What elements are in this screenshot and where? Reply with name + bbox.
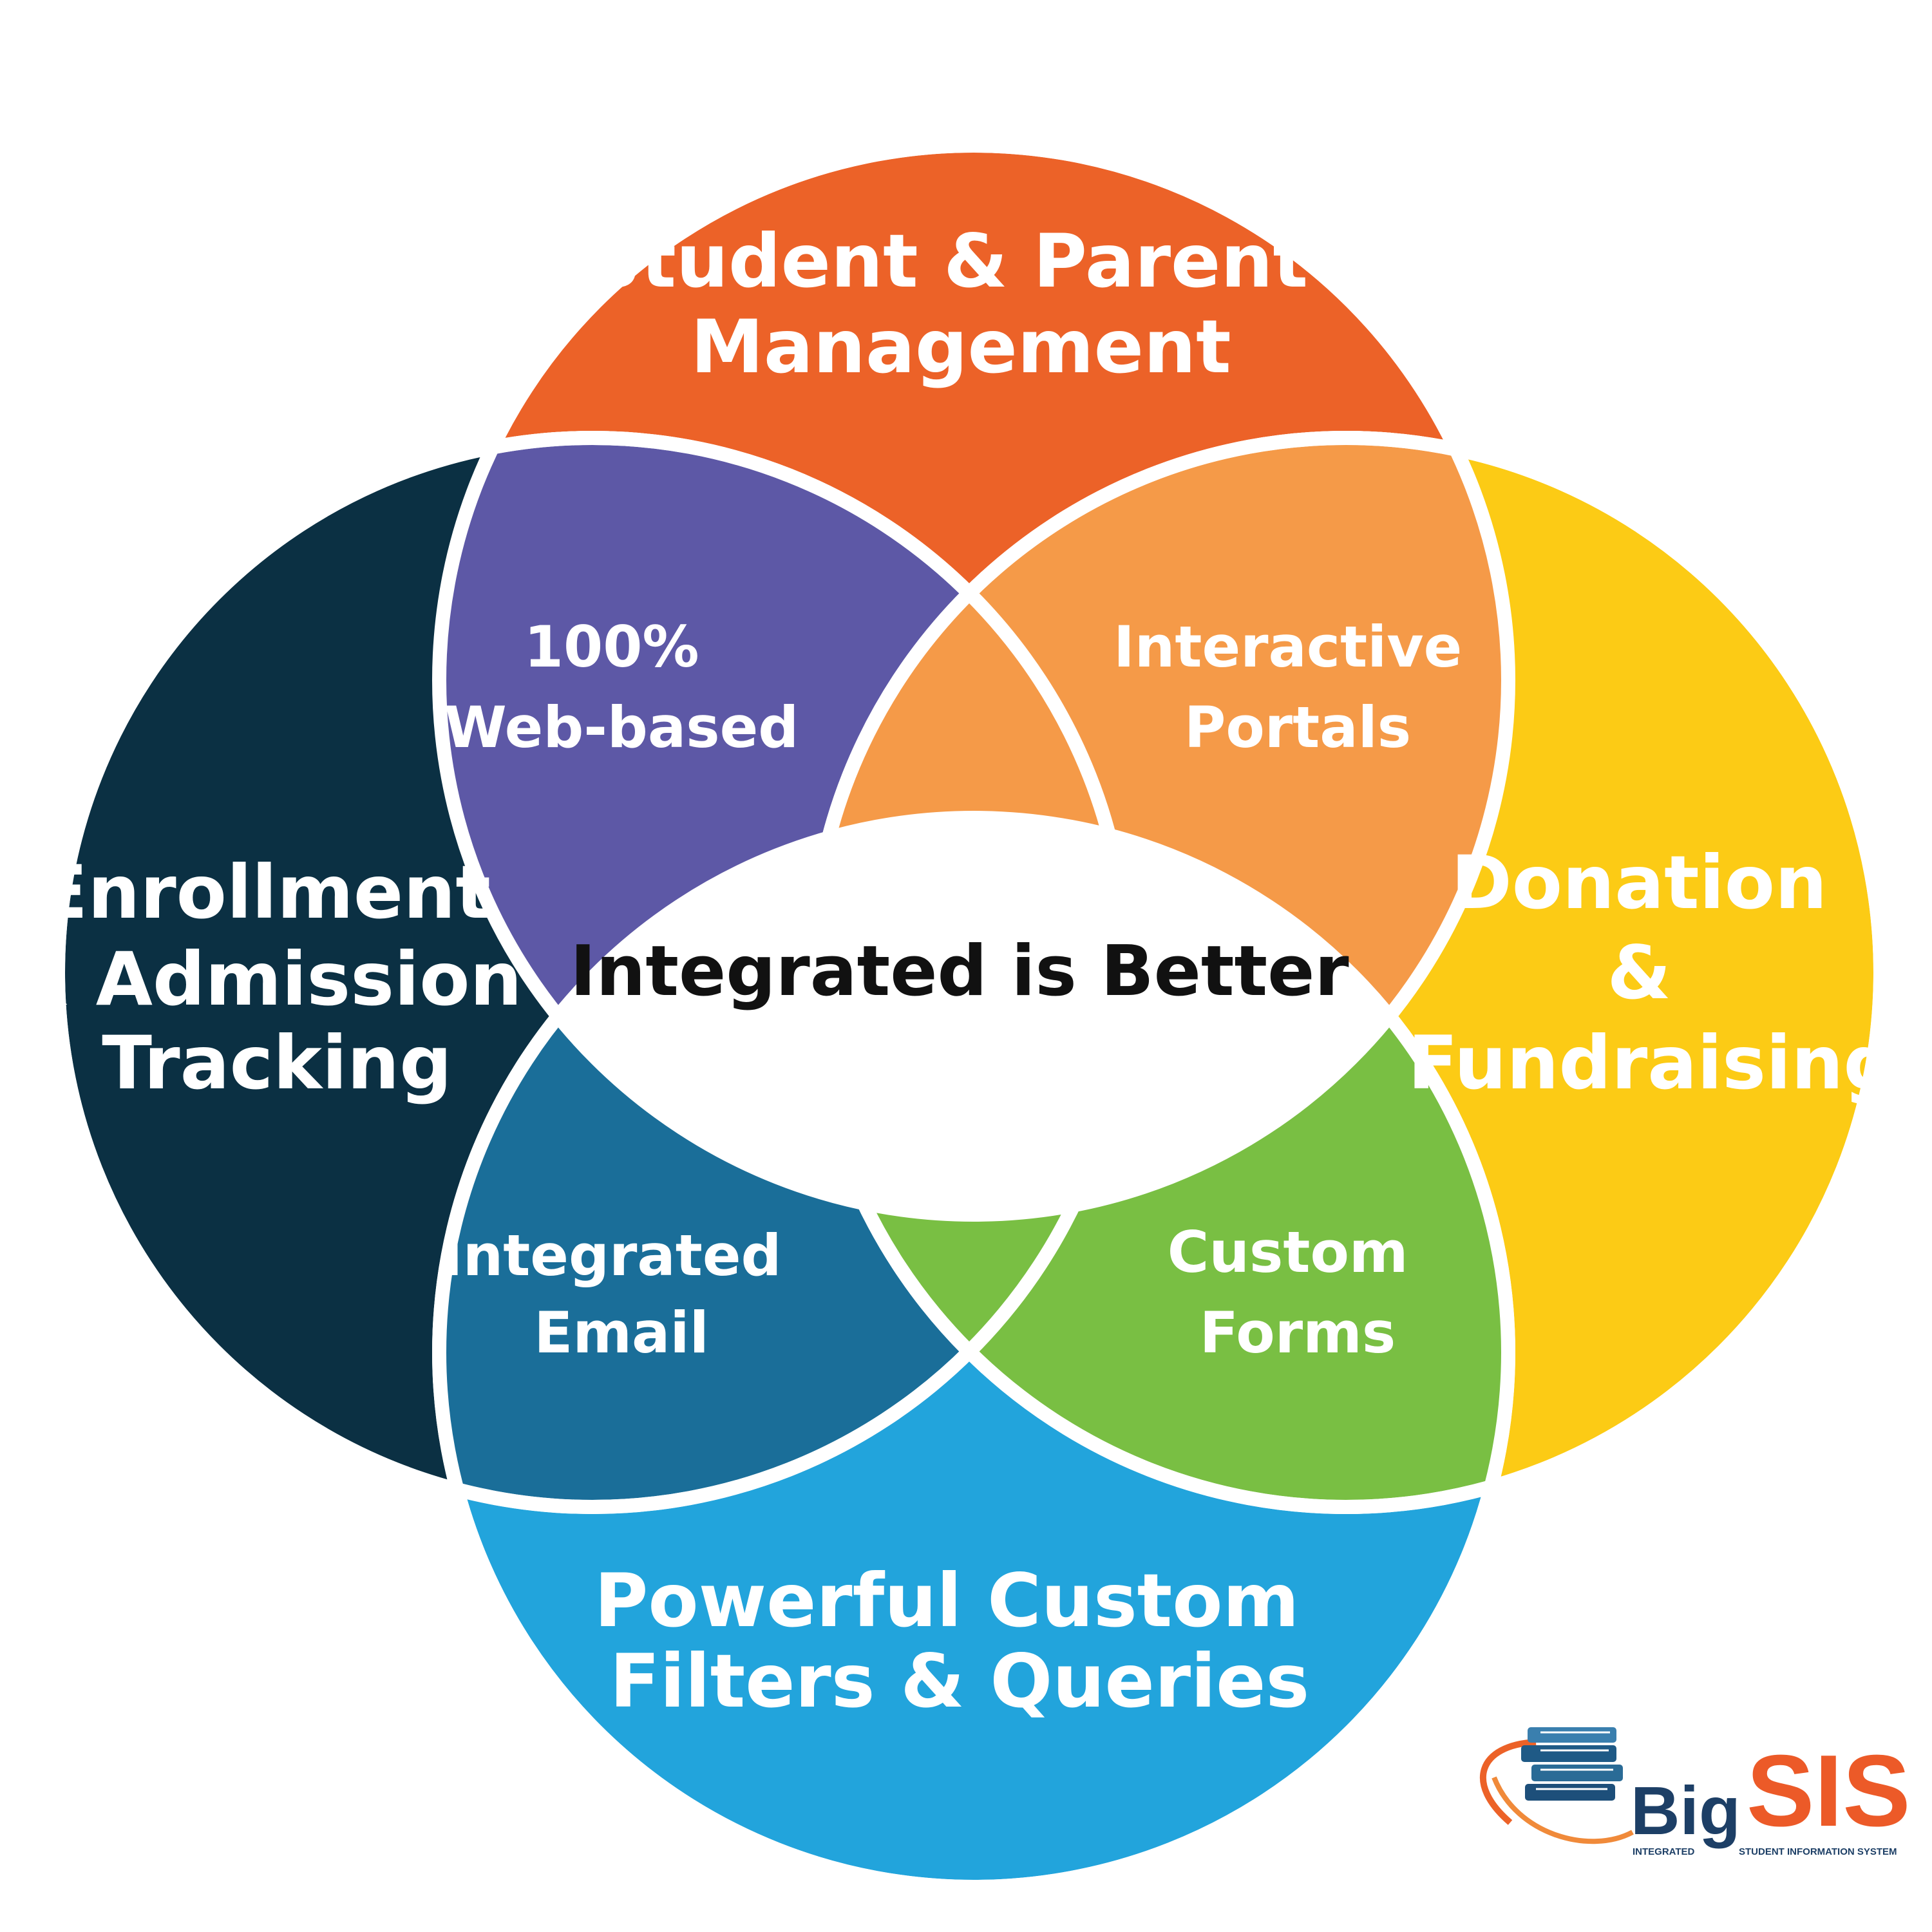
center-region: [439, 818, 1508, 1215]
overlap-bottom-right-label: Custom Forms: [1168, 1219, 1428, 1366]
overlap-top-left-label: 100% Web-based: [444, 614, 799, 761]
circle-bottom-label: Powerful Custom Filters & Queries: [594, 1558, 1325, 1724]
logo-tagline-left: INTEGRATED: [1633, 1846, 1695, 1857]
books-orbit-icon: [1480, 1727, 1634, 1844]
overlap-bottom-left-label: Integrated Email: [442, 1222, 801, 1366]
logo-name-part1: Big: [1631, 1773, 1741, 1849]
overlap-top-right-label: Interactive Portals: [1113, 614, 1482, 761]
circle-top-label: Student & Parent Management: [588, 218, 1333, 390]
logo-tagline-right: STUDENT INFORMATION SYSTEM: [1739, 1846, 1897, 1857]
circle-left-label: Enrollment & Admission Tracking: [6, 849, 548, 1106]
center-title: Integrated is Better: [570, 931, 1349, 1012]
circle-right-label: Donation & Fundraising: [1408, 840, 1896, 1106]
logo-name-part2: SIS: [1747, 1734, 1911, 1848]
logo: Big SIS INTEGRATED STUDENT INFORMATION S…: [1480, 1727, 1911, 1857]
